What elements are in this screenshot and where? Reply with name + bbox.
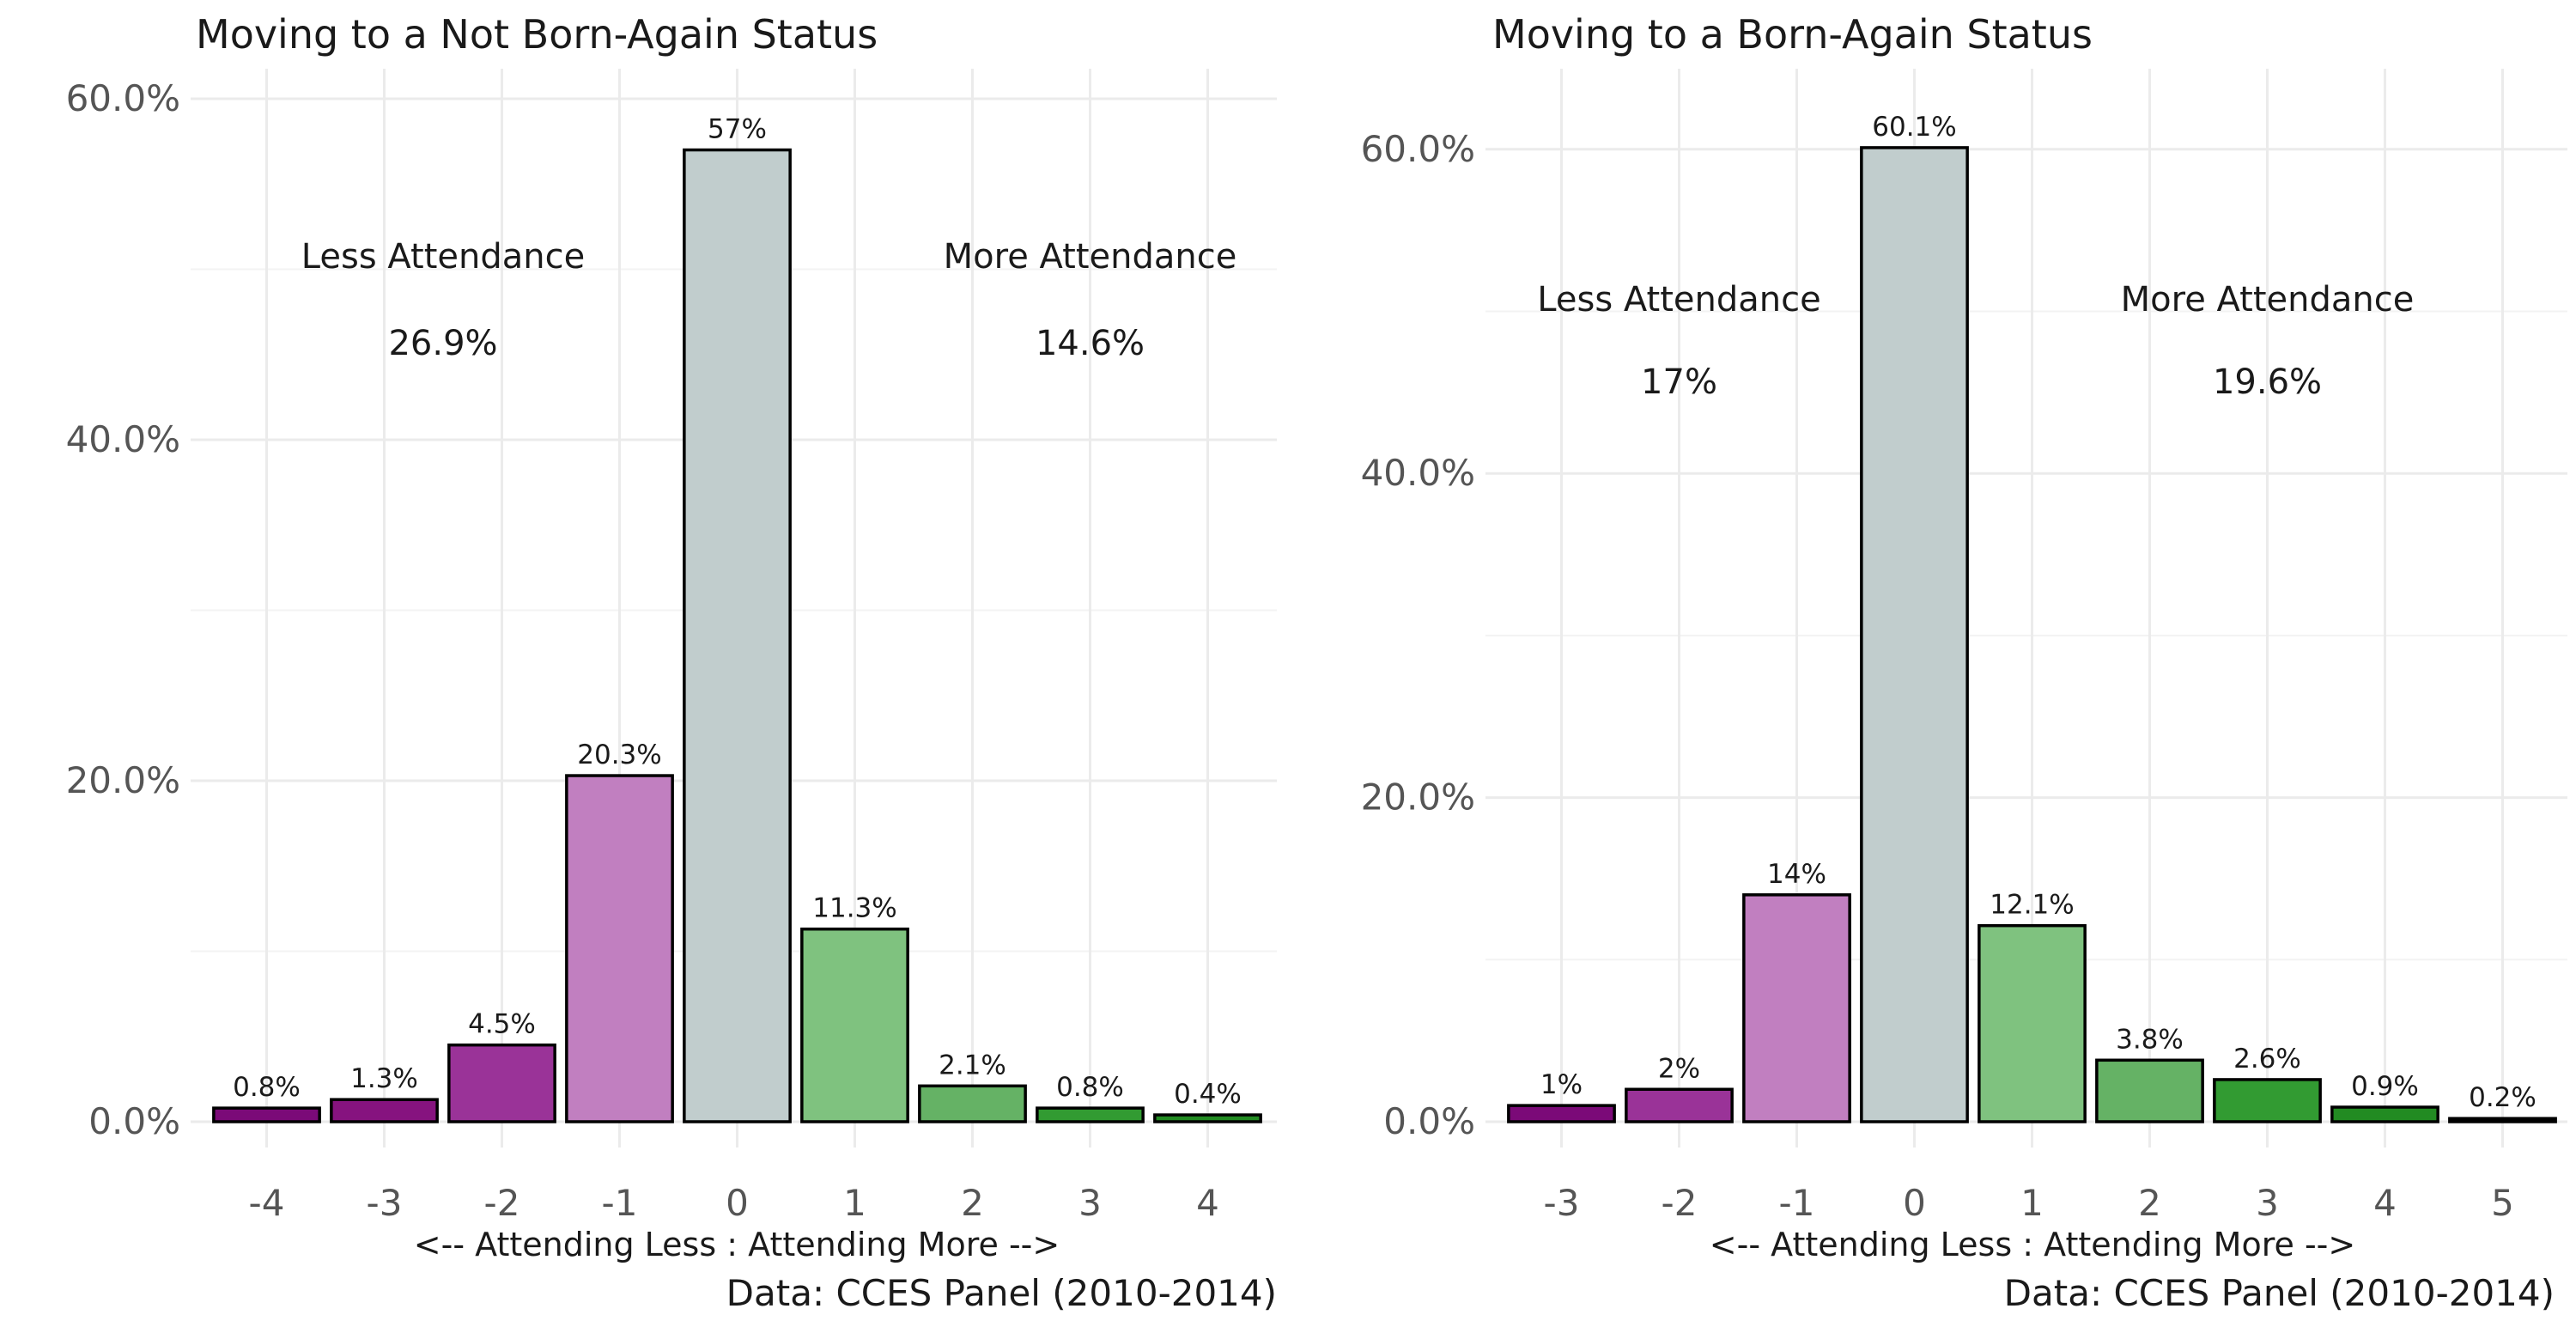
x-tick-label: 3 [1078, 1182, 1102, 1224]
bar-data-label: 0.2% [2469, 1082, 2537, 1113]
bar [447, 1043, 556, 1123]
y-tick-label: 0.0% [1383, 1100, 1475, 1142]
y-tick-label: 0.0% [88, 1100, 180, 1142]
x-axis-label: <-- Attending Less : Attending More --> [414, 1226, 1060, 1263]
annotation-label: 14.6% [1036, 324, 1145, 363]
x-tick-label: 4 [2373, 1182, 2397, 1224]
bar-data-label: 0.8% [233, 1072, 301, 1103]
x-tick-label: -1 [602, 1182, 638, 1224]
bar [565, 774, 674, 1123]
caption: Data: CCES Panel (2010-2014) [726, 1272, 1277, 1314]
bar [683, 148, 792, 1123]
bar-data-label: 12.1% [1990, 890, 2074, 921]
panel-title: Moving to a Not Born-Again Status [196, 11, 878, 58]
x-tick-label: -3 [1544, 1182, 1580, 1224]
y-tick-label: 40.0% [66, 418, 180, 460]
bar-data-label: 57% [708, 114, 767, 145]
bar-data-label: 0.8% [1056, 1072, 1124, 1103]
bar [918, 1084, 1027, 1123]
panel-title: Moving to a Born-Again Status [1492, 11, 2093, 58]
chart-panel-2: 0.0% 20.0% 40.0% 60.0% 1% 2% 14% 60.1% 12.1% 3.8%… [1361, 11, 2567, 1314]
bar [2213, 1078, 2322, 1123]
bar-data-label: 2% [1658, 1053, 1700, 1084]
bar-data-label: 2.6% [2233, 1044, 2301, 1074]
x-tick-label: 5 [2491, 1182, 2514, 1224]
x-tick-label: 3 [2256, 1182, 2279, 1224]
y-tick-label: 20.0% [66, 759, 180, 801]
bar-data-label: 11.3% [812, 893, 896, 924]
x-tick-label: 1 [2020, 1182, 2044, 1224]
bar [2095, 1058, 2204, 1123]
x-tick-label: -2 [484, 1182, 520, 1224]
bar-data-label: 14% [1767, 859, 1826, 890]
x-tick-label: 2 [2138, 1182, 2161, 1224]
bar [2448, 1117, 2557, 1123]
bar-data-label: 0.9% [2351, 1071, 2419, 1102]
annotation-label: More Attendance [944, 237, 1237, 277]
x-tick-label: 1 [843, 1182, 866, 1224]
annotation-label: 26.9% [388, 324, 497, 363]
bar-data-label: 20.3% [577, 740, 661, 770]
bar-data-label: 3.8% [2116, 1024, 2184, 1055]
caption: Data: CCES Panel (2010-2014) [2004, 1272, 2555, 1314]
bar-data-label: 1.3% [350, 1063, 418, 1094]
x-tick-label: 0 [726, 1182, 749, 1224]
bar [1625, 1087, 1734, 1123]
bar [1507, 1104, 1616, 1123]
bar [212, 1106, 321, 1123]
annotation-label: 17% [1641, 362, 1717, 402]
bar [330, 1098, 439, 1123]
x-axis-label: <-- Attending Less : Attending More --> [1710, 1226, 2355, 1263]
bar [1153, 1113, 1262, 1123]
x-tick-label: 2 [961, 1182, 984, 1224]
bar [800, 927, 909, 1123]
bar-data-label: 0.4% [1174, 1079, 1242, 1110]
annotation-label: More Attendance [2121, 280, 2415, 320]
bar-data-label: 60.1% [1872, 112, 1956, 143]
y-tick-label: 60.0% [66, 77, 180, 119]
y-tick-label: 60.0% [1361, 128, 1475, 170]
x-tick-label: -1 [1779, 1182, 1815, 1224]
y-tick-label: 40.0% [1361, 452, 1475, 494]
chart-panel-1: 0.0% 20.0% 40.0% 60.0% 0.8% 1.3% 4.5% 20.3% 57% 1… [66, 11, 1277, 1314]
bar [1036, 1106, 1145, 1123]
bar [2330, 1105, 2439, 1123]
x-tick-label: -4 [249, 1182, 285, 1224]
bar-data-label: 4.5% [468, 1009, 536, 1040]
x-tick-label: 4 [1196, 1182, 1219, 1224]
x-tick-label: -3 [367, 1182, 403, 1224]
bar [1978, 923, 2087, 1123]
bar-data-label: 1% [1540, 1069, 1583, 1100]
x-tick-label: -2 [1662, 1182, 1698, 1224]
bar [1860, 146, 1969, 1123]
annotation-label: Less Attendance [301, 237, 585, 277]
bar [1742, 893, 1851, 1123]
y-tick-label: 20.0% [1361, 776, 1475, 819]
x-tick-label: 0 [1903, 1182, 1926, 1224]
annotation-label: 19.6% [2213, 362, 2322, 402]
bar-data-label: 2.1% [939, 1050, 1006, 1080]
annotation-label: Less Attendance [1537, 280, 1820, 320]
